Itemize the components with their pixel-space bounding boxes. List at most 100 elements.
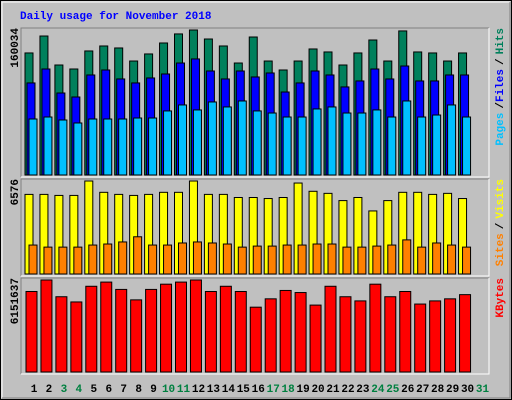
- bar: [70, 301, 83, 373]
- bar: [387, 244, 397, 275]
- bar: [249, 306, 262, 373]
- x-tick-label: 22: [341, 384, 354, 396]
- x-tick-label: 9: [150, 384, 157, 396]
- bar: [339, 296, 352, 373]
- bar: [264, 298, 277, 373]
- legend-separator: /: [495, 58, 507, 65]
- bar: [279, 289, 292, 373]
- bar: [444, 298, 457, 373]
- x-tick-label: 29: [446, 384, 459, 396]
- x-tick-label: 26: [401, 384, 414, 396]
- bar: [387, 116, 397, 176]
- bar: [100, 281, 113, 373]
- bar: [118, 118, 128, 176]
- bar: [282, 116, 292, 176]
- x-tick-label: 1: [31, 384, 38, 396]
- bar: [297, 116, 307, 176]
- bar: [178, 104, 187, 176]
- bar: [133, 236, 143, 275]
- legend-entry: Pages: [495, 113, 507, 146]
- legend-entry: Files: [495, 69, 507, 102]
- bar: [357, 246, 367, 275]
- bar: [43, 116, 53, 176]
- bar: [55, 296, 68, 373]
- x-tick-label: 20: [311, 384, 324, 396]
- bar: [357, 112, 367, 176]
- x-tick-label: 14: [222, 384, 236, 396]
- bar: [429, 300, 442, 373]
- legend: Pages/Files/Hits: [495, 28, 507, 146]
- bar: [417, 116, 427, 176]
- bar: [207, 242, 217, 275]
- bar: [234, 290, 247, 373]
- bar: [297, 244, 307, 275]
- bar: [163, 244, 173, 275]
- bar: [267, 245, 277, 275]
- panel-bevel: [20, 27, 489, 177]
- x-tick-label: 25: [386, 384, 400, 396]
- bar: [267, 112, 277, 176]
- bar: [58, 119, 68, 176]
- bar: [309, 304, 322, 373]
- bar: [222, 243, 232, 275]
- x-tick-label: 7: [120, 384, 127, 396]
- bar: [312, 243, 322, 275]
- bar: [252, 110, 262, 176]
- chart-title: Daily usage for November 2018: [20, 11, 212, 23]
- bar: [207, 101, 217, 176]
- bar: [237, 100, 247, 176]
- bar: [145, 288, 158, 373]
- x-tick-label: 13: [207, 384, 221, 396]
- bar: [28, 118, 38, 176]
- legend-entry: Sites: [495, 233, 507, 266]
- legend-entry: Hits: [495, 28, 507, 54]
- x-tick-label: 11: [177, 384, 191, 396]
- y-tick-label: 6151637: [10, 278, 22, 324]
- panel-bevel: [21, 179, 490, 277]
- bar: [40, 279, 53, 373]
- x-tick-label: 5: [90, 384, 97, 396]
- bar: [118, 241, 128, 275]
- bar: [372, 109, 382, 176]
- bar: [459, 294, 472, 373]
- bar: [28, 244, 38, 275]
- x-tick-label: 17: [267, 384, 280, 396]
- bar: [130, 299, 143, 373]
- panel-bevel: [20, 178, 489, 276]
- x-tick-label: 28: [431, 384, 445, 396]
- bar: [222, 106, 232, 176]
- bar: [414, 303, 427, 373]
- bar: [282, 244, 292, 275]
- bar: [88, 244, 98, 275]
- bar: [462, 246, 472, 275]
- bar: [342, 246, 352, 275]
- bar: [73, 246, 83, 275]
- bar: [103, 243, 113, 275]
- bar: [189, 279, 202, 373]
- x-tick-label: 27: [416, 384, 429, 396]
- bar: [399, 290, 412, 373]
- bar: [133, 117, 143, 176]
- panel-bevel: [21, 278, 490, 375]
- bar: [447, 104, 457, 176]
- x-tick-label: 3: [61, 384, 68, 396]
- x-tick-label: 10: [162, 384, 175, 396]
- bar: [204, 290, 217, 373]
- x-tick-label: 16: [252, 384, 265, 396]
- bar: [447, 244, 457, 275]
- legend: Sites / Visits: [495, 179, 507, 266]
- bar: [25, 290, 38, 373]
- y-tick-label: 6576: [10, 179, 22, 205]
- legend-entry: KBytes: [495, 278, 507, 318]
- bar: [73, 122, 83, 176]
- bar: [312, 108, 322, 176]
- x-tick-label: 4: [76, 384, 83, 396]
- bar: [103, 118, 113, 176]
- bar: [58, 246, 68, 275]
- legend-entry: Visits: [495, 179, 507, 219]
- x-tick-label: 18: [282, 384, 296, 396]
- x-tick-label: 21: [326, 384, 340, 396]
- bar: [85, 285, 98, 373]
